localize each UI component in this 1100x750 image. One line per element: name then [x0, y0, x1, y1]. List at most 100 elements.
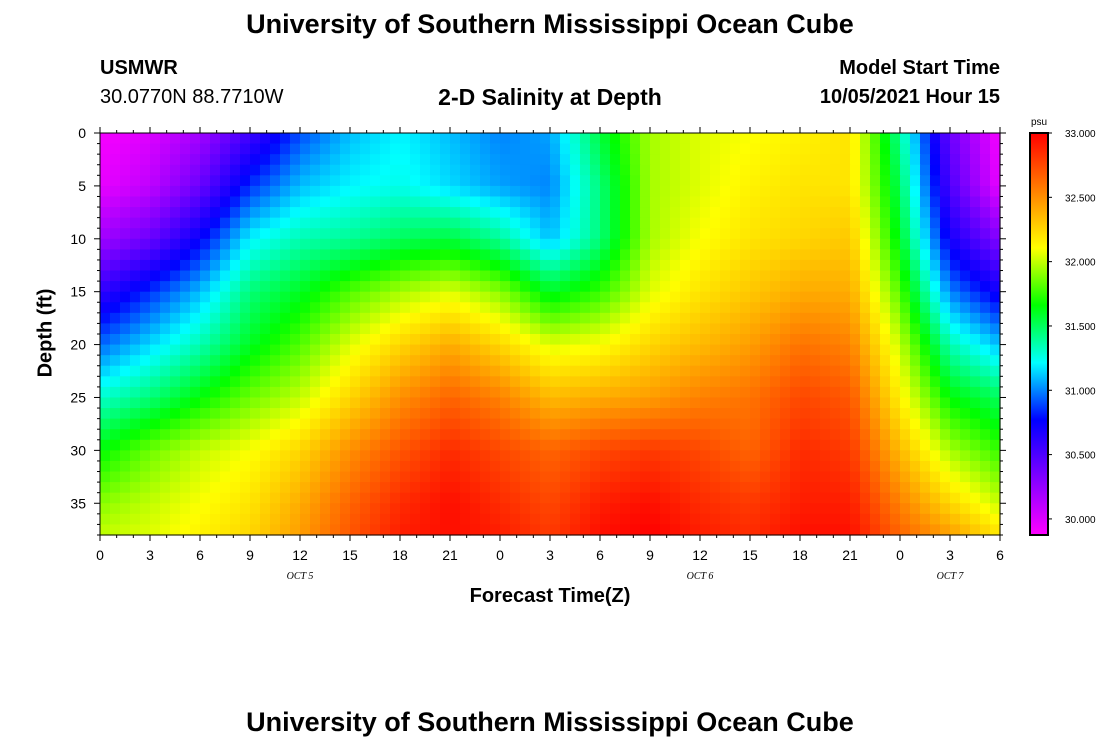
heatmap-cell	[250, 460, 261, 473]
heatmap-cell	[910, 365, 921, 377]
heatmap-cell	[880, 334, 891, 346]
heatmap-cell	[970, 228, 981, 240]
heatmap-cell	[560, 460, 571, 473]
heatmap-cell	[560, 196, 571, 208]
heatmap-cell	[970, 450, 981, 462]
heatmap-cell	[960, 418, 971, 430]
heatmap-cell	[390, 376, 401, 388]
heatmap-cell	[860, 196, 871, 208]
heatmap-cell	[660, 386, 671, 399]
heatmap-cell	[120, 408, 131, 420]
heatmap-cell	[630, 355, 641, 367]
heatmap-cell	[740, 270, 751, 282]
heatmap-cell	[600, 133, 611, 145]
heatmap-cell	[400, 408, 411, 420]
heatmap-cell	[790, 259, 801, 272]
heatmap-cell	[570, 133, 581, 145]
heatmap-cell	[550, 196, 561, 208]
heatmap-cell	[650, 154, 661, 166]
heatmap-cell	[860, 408, 871, 420]
heatmap-cell	[120, 355, 131, 367]
heatmap-cell	[820, 228, 831, 240]
heatmap-cell	[220, 397, 231, 409]
heatmap-cell	[720, 164, 731, 176]
heatmap-cell	[340, 513, 351, 526]
heatmap-cell	[220, 175, 231, 187]
heatmap-cell	[510, 217, 521, 229]
heatmap-cell	[700, 270, 711, 282]
heatmap-cell	[140, 492, 151, 504]
heatmap-cell	[410, 355, 421, 367]
heatmap-cell	[630, 524, 641, 536]
heatmap-cell	[140, 429, 151, 441]
heatmap-cell	[670, 207, 681, 219]
heatmap-cell	[300, 281, 311, 293]
heatmap-cell	[450, 439, 461, 451]
heatmap-cell	[100, 450, 111, 462]
heatmap-cell	[910, 185, 921, 198]
heatmap-cell	[740, 185, 751, 198]
heatmap-cell	[430, 228, 441, 240]
heatmap-cell	[600, 513, 611, 526]
heatmap-cell	[100, 418, 111, 430]
heatmap-cell	[250, 355, 261, 367]
heatmap-cell	[120, 154, 131, 166]
heatmap-cell	[450, 460, 461, 473]
heatmap-cell	[730, 524, 741, 536]
heatmap-cell	[620, 270, 631, 282]
heatmap-cell	[600, 397, 611, 409]
heatmap-cell	[110, 355, 121, 367]
heatmap-cell	[270, 217, 281, 229]
heatmap-cell	[380, 408, 391, 420]
heatmap-cell	[710, 408, 721, 420]
heatmap-cell	[390, 460, 401, 473]
heatmap-cell	[430, 302, 441, 314]
heatmap-cell	[570, 450, 581, 462]
heatmap-cell	[610, 228, 621, 240]
heatmap-cell	[970, 503, 981, 515]
heatmap-cell	[720, 482, 731, 494]
heatmap-cell	[940, 164, 951, 176]
heatmap-cell	[510, 185, 521, 198]
heatmap-cell	[740, 207, 751, 219]
heatmap-cell	[880, 185, 891, 198]
heatmap-cell	[500, 471, 511, 483]
heatmap-cell	[810, 207, 821, 219]
heatmap-cell	[170, 164, 181, 176]
heatmap-cell	[760, 397, 771, 409]
heatmap-cell	[430, 259, 441, 272]
heatmap-cell	[310, 259, 321, 272]
heatmap-cell	[730, 365, 741, 377]
heatmap-cell	[990, 323, 1001, 335]
heatmap-cell	[520, 312, 531, 325]
heatmap-cell	[320, 133, 331, 145]
heatmap-cell	[610, 259, 621, 272]
heatmap-cell	[360, 154, 371, 166]
heatmap-cell	[570, 154, 581, 166]
heatmap-cell	[640, 492, 651, 504]
y-tick-label: 30	[70, 442, 86, 458]
heatmap-cell	[260, 143, 271, 155]
heatmap-cell	[650, 207, 661, 219]
heatmap-cell	[190, 228, 201, 240]
heatmap-cell	[960, 217, 971, 229]
heatmap-cell	[760, 334, 771, 346]
heatmap-cell	[150, 471, 161, 483]
heatmap-cell	[860, 175, 871, 187]
heatmap-cell	[990, 196, 1001, 208]
heatmap-cell	[220, 228, 231, 240]
heatmap-cell	[230, 291, 241, 303]
heatmap-cell	[180, 386, 191, 399]
heatmap-cell	[720, 312, 731, 325]
heatmap-cell	[400, 228, 411, 240]
heatmap-cell	[190, 259, 201, 272]
heatmap-cell	[180, 439, 191, 451]
heatmap-cell	[210, 259, 221, 272]
heatmap-cell	[710, 259, 721, 272]
heatmap-cell	[970, 513, 981, 526]
heatmap-cell	[430, 133, 441, 145]
heatmap-cell	[990, 365, 1001, 377]
heatmap-cell	[230, 143, 241, 155]
heatmap-cell	[460, 429, 471, 441]
heatmap-cell	[370, 270, 381, 282]
